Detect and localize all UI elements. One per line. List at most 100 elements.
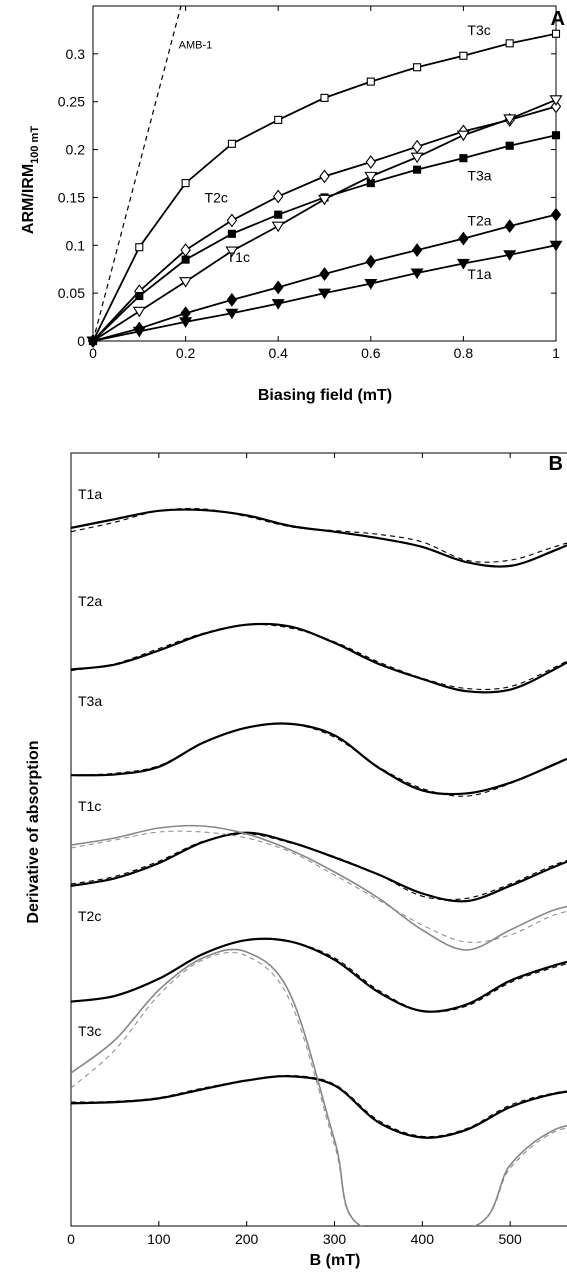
- data-point: [273, 189, 284, 204]
- data-point: [364, 171, 378, 183]
- data-point: [364, 279, 378, 290]
- data-point: [550, 99, 562, 114]
- data-point: [504, 219, 515, 234]
- series-label: T1a: [467, 266, 491, 282]
- panel-a-ytick-label: 0.05: [58, 285, 85, 301]
- data-point: [549, 95, 563, 106]
- grey-spectrum-line: [71, 824, 567, 951]
- panel-b-spectrum-t1c: [71, 831, 567, 903]
- panel-a-axes-frame: [92, 5, 557, 342]
- data-point: [318, 194, 331, 206]
- data-point: [86, 336, 100, 348]
- data-point: [549, 240, 563, 252]
- panel-a-xlabel: Biasing field (mT): [258, 387, 392, 404]
- panel-b-xlabel: B (mT): [310, 1252, 361, 1269]
- data-point: [551, 29, 561, 38]
- data-point: [274, 115, 283, 124]
- panel-b-xtick-label: 100: [147, 1231, 171, 1247]
- panel-a-xtick-label: 0: [89, 345, 97, 361]
- grey-spectrum-line: [71, 948, 567, 1226]
- panel-b-spectrum-t2c: [71, 937, 567, 1013]
- data-point: [365, 155, 376, 169]
- panel-a-ytick-label: 0.1: [66, 237, 86, 253]
- panel-b-xtick-label: 200: [235, 1231, 259, 1247]
- panel-b-plot-area: 0100200300400500600T1aT2aT3aT1cT2cT3c: [67, 452, 567, 1247]
- spectrum-fit-line: [71, 623, 567, 690]
- panel-a-xtick-label: 0.6: [361, 345, 381, 361]
- data-point: [132, 306, 146, 318]
- data-point: [410, 268, 424, 280]
- data-point: [456, 130, 470, 142]
- panel-b-axes-frame: [70, 452, 567, 1227]
- panel-b-spectrum-label: T2a: [78, 593, 102, 609]
- panel-a-ylabel-main: ARM/IRM: [20, 164, 37, 234]
- data-point: [227, 229, 236, 238]
- data-point: [503, 250, 517, 261]
- data-point: [180, 243, 191, 257]
- data-point: [503, 114, 517, 125]
- panel-a-letter: A: [551, 8, 565, 30]
- spectrum-measured-line: [71, 1075, 567, 1139]
- panel-a-ylabel: ARM/IRM100 mT: [20, 126, 41, 234]
- data-point: [551, 131, 561, 140]
- panel-b-spectrum-label: T3a: [78, 693, 102, 709]
- data-point: [505, 141, 514, 150]
- panel-b-spectrum-t3a: [71, 722, 567, 797]
- series-label: T3c: [467, 22, 490, 38]
- panel-a-reference-label: AMB-1: [179, 39, 213, 51]
- spectrum-measured-line: [71, 831, 567, 903]
- data-point: [181, 255, 190, 264]
- data-point: [135, 243, 144, 252]
- panel-b-spectrum-t2a: [71, 622, 567, 694]
- panel-b-spectrum-label: T3c: [78, 1023, 101, 1039]
- data-point: [319, 169, 330, 184]
- data-point: [273, 280, 284, 295]
- panel-a-xtick-label: 0.8: [454, 345, 474, 361]
- data-point: [181, 179, 190, 188]
- data-point: [318, 288, 331, 300]
- data-point: [413, 63, 422, 72]
- data-point: [320, 93, 329, 102]
- panel-b-xtick-label: 0: [67, 1231, 75, 1247]
- series-label: T2c: [205, 189, 228, 205]
- panel-a-ytick-label: 0.3: [66, 46, 86, 62]
- panel-a-ytick-label: 0.15: [58, 189, 85, 205]
- panel-a: 0 0.2 0.4 0.6 0.8 1 0 0.05 0.1 0.15 0.2 0.25 0.3 AMB-…: [20, 5, 565, 404]
- panel-a-ylabel-sub: 100 mT: [29, 126, 41, 164]
- panel-a-xtick-label: 0.2: [176, 345, 196, 361]
- data-point: [226, 213, 238, 228]
- panel-b-spectrum-t3c: [71, 1074, 567, 1139]
- series-label: T3a: [467, 167, 491, 183]
- panel-b-spectrum-t1a: [71, 507, 567, 568]
- panel-b-ylabel: Derivative of absorption: [25, 740, 42, 923]
- data-point: [411, 139, 423, 154]
- panel-a-xtick-label: 1: [552, 345, 560, 361]
- panel-b-grey-overlays: [71, 824, 567, 1226]
- panel-b-spectrum-label: T1a: [78, 486, 102, 502]
- data-point: [550, 207, 562, 222]
- data-point: [225, 246, 239, 258]
- data-point: [179, 277, 193, 288]
- series-line: [92, 134, 557, 342]
- panel-b: 0100200300400500600T1aT2aT3aT1cT2cT3c B …: [25, 452, 567, 1269]
- spectrum-fit-line: [71, 938, 567, 1013]
- data-point: [274, 210, 283, 219]
- panel-b-xtick-label: 500: [498, 1231, 522, 1247]
- series-label: T1c: [227, 249, 250, 265]
- data-point: [135, 291, 144, 301]
- data-point: [458, 231, 469, 246]
- panel-a-ytick-label: 0.25: [58, 94, 85, 110]
- panel-a-series-t3a: T3a: [88, 131, 561, 346]
- spectrum-measured-line: [71, 622, 567, 694]
- spectrum-measured-line: [71, 937, 567, 1013]
- panel-a-ytick-label: 0: [77, 333, 85, 349]
- data-point: [410, 152, 424, 164]
- data-point: [366, 77, 375, 86]
- panel-a-series-t3c: T3c: [88, 22, 561, 346]
- grey-spectrum-fit-line: [71, 951, 567, 1226]
- data-point: [225, 308, 239, 320]
- panel-b-spectrum-label: T2c: [78, 908, 101, 924]
- series-label: T2a: [467, 212, 491, 228]
- panel-a-ytick-label: 0.2: [66, 142, 86, 158]
